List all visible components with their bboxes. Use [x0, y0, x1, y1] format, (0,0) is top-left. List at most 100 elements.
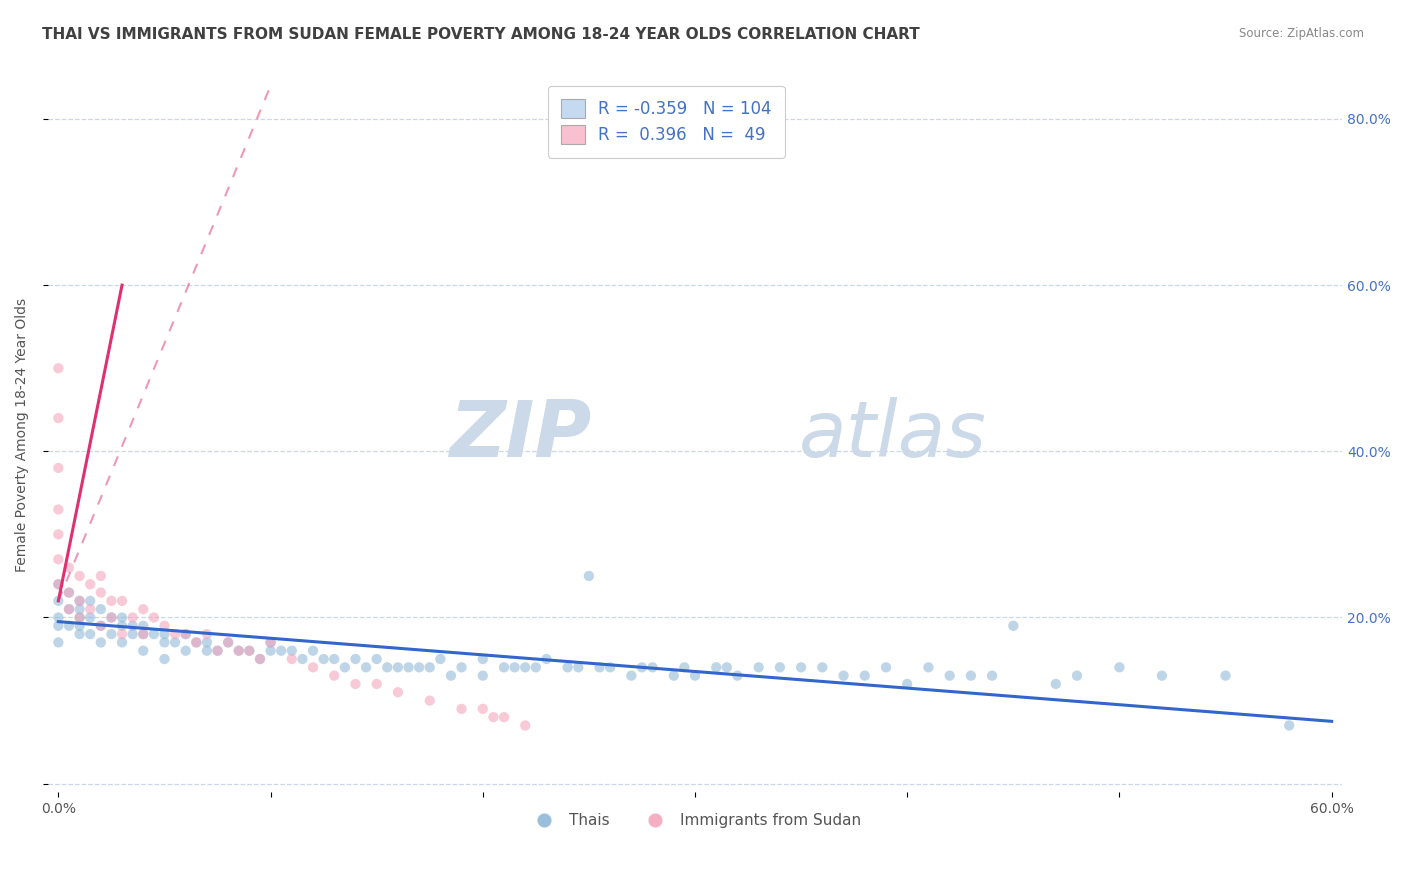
Point	[100, 610, 122, 624]
Point	[270, 644, 292, 658]
Point	[1045, 677, 1067, 691]
Point	[121, 610, 143, 624]
Point	[121, 619, 143, 633]
Point	[142, 610, 165, 624]
Point	[1108, 660, 1130, 674]
Point	[79, 627, 101, 641]
Point	[641, 660, 664, 674]
Point	[48, 461, 70, 475]
Point	[48, 594, 70, 608]
Point	[599, 660, 621, 674]
Point	[440, 668, 463, 682]
Point	[58, 585, 80, 599]
Point	[1278, 718, 1301, 732]
Point	[811, 660, 834, 674]
Point	[259, 635, 281, 649]
Point	[132, 619, 155, 633]
Point	[354, 660, 377, 674]
Point	[217, 635, 239, 649]
Point	[111, 635, 134, 649]
Point	[333, 660, 356, 674]
Point	[111, 627, 134, 641]
Point	[58, 560, 80, 574]
Point	[58, 619, 80, 633]
Point	[312, 652, 335, 666]
Point	[165, 627, 187, 641]
Point	[471, 652, 494, 666]
Point	[238, 644, 260, 658]
Point	[174, 644, 197, 658]
Point	[79, 602, 101, 616]
Y-axis label: Female Poverty Among 18-24 Year Olds: Female Poverty Among 18-24 Year Olds	[15, 298, 30, 572]
Point	[100, 627, 122, 641]
Legend: Thais, Immigrants from Sudan: Thais, Immigrants from Sudan	[523, 807, 868, 834]
Point	[48, 527, 70, 541]
Point	[69, 594, 91, 608]
Point	[482, 710, 505, 724]
Point	[557, 660, 579, 674]
Point	[387, 685, 409, 699]
Point	[323, 652, 346, 666]
Point	[302, 660, 325, 674]
Point	[366, 677, 388, 691]
Point	[344, 677, 367, 691]
Point	[567, 660, 589, 674]
Point	[121, 627, 143, 641]
Point	[366, 652, 388, 666]
Point	[960, 668, 983, 682]
Point	[195, 644, 218, 658]
Point	[48, 361, 70, 376]
Point	[515, 660, 537, 674]
Point	[228, 644, 250, 658]
Point	[515, 718, 537, 732]
Point	[398, 660, 420, 674]
Point	[1150, 668, 1173, 682]
Point	[195, 627, 218, 641]
Point	[408, 660, 430, 674]
Point	[853, 668, 876, 682]
Text: Source: ZipAtlas.com: Source: ZipAtlas.com	[1239, 27, 1364, 40]
Point	[344, 652, 367, 666]
Point	[69, 610, 91, 624]
Point	[90, 602, 112, 616]
Point	[588, 660, 610, 674]
Point	[492, 710, 515, 724]
Point	[174, 627, 197, 641]
Point	[790, 660, 813, 674]
Point	[48, 635, 70, 649]
Point	[281, 652, 304, 666]
Point	[981, 668, 1004, 682]
Point	[375, 660, 398, 674]
Point	[249, 652, 271, 666]
Point	[727, 668, 749, 682]
Point	[186, 635, 208, 649]
Point	[174, 627, 197, 641]
Point	[917, 660, 939, 674]
Point	[132, 627, 155, 641]
Point	[90, 619, 112, 633]
Point	[620, 668, 643, 682]
Point	[153, 627, 176, 641]
Point	[132, 627, 155, 641]
Point	[524, 660, 547, 674]
Point	[142, 627, 165, 641]
Point	[111, 610, 134, 624]
Point	[503, 660, 526, 674]
Point	[938, 668, 960, 682]
Point	[748, 660, 770, 674]
Point	[111, 594, 134, 608]
Point	[249, 652, 271, 666]
Text: THAI VS IMMIGRANTS FROM SUDAN FEMALE POVERTY AMONG 18-24 YEAR OLDS CORRELATION C: THAI VS IMMIGRANTS FROM SUDAN FEMALE POV…	[42, 27, 920, 42]
Point	[195, 635, 218, 649]
Point	[132, 602, 155, 616]
Point	[48, 411, 70, 425]
Point	[186, 635, 208, 649]
Point	[238, 644, 260, 658]
Point	[48, 619, 70, 633]
Point	[90, 569, 112, 583]
Point	[79, 577, 101, 591]
Point	[259, 635, 281, 649]
Point	[79, 610, 101, 624]
Point	[111, 619, 134, 633]
Point	[429, 652, 451, 666]
